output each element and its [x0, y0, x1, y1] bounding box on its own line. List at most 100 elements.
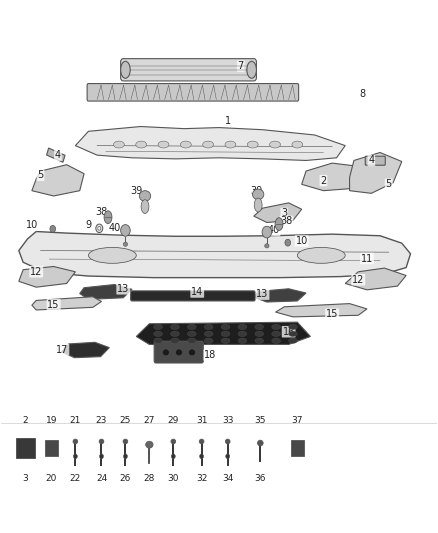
Ellipse shape [238, 324, 247, 329]
Polygon shape [75, 126, 345, 160]
Ellipse shape [88, 247, 136, 263]
Ellipse shape [141, 200, 149, 214]
Ellipse shape [98, 227, 101, 230]
Ellipse shape [285, 239, 290, 246]
Ellipse shape [120, 224, 130, 236]
Text: 33: 33 [222, 416, 233, 424]
Text: 3: 3 [22, 474, 28, 483]
Ellipse shape [73, 439, 78, 444]
Ellipse shape [154, 331, 162, 336]
Ellipse shape [258, 440, 263, 446]
Ellipse shape [255, 331, 264, 336]
Text: 10: 10 [26, 220, 38, 230]
Text: 2: 2 [320, 175, 327, 185]
Text: 37: 37 [292, 416, 303, 424]
Ellipse shape [272, 338, 280, 343]
FancyBboxPatch shape [120, 59, 256, 81]
Ellipse shape [146, 441, 153, 448]
Polygon shape [136, 322, 311, 344]
Ellipse shape [262, 226, 272, 238]
FancyBboxPatch shape [131, 291, 255, 301]
Text: 32: 32 [196, 474, 207, 483]
Ellipse shape [99, 454, 103, 459]
Text: 28: 28 [144, 474, 155, 483]
Ellipse shape [187, 331, 196, 336]
Polygon shape [302, 163, 376, 191]
Text: 31: 31 [196, 416, 207, 424]
Text: 9: 9 [85, 220, 92, 230]
Ellipse shape [275, 217, 283, 230]
Text: 22: 22 [70, 474, 81, 483]
Ellipse shape [255, 338, 264, 343]
Text: 24: 24 [96, 474, 107, 483]
Text: 36: 36 [254, 474, 266, 483]
Ellipse shape [204, 324, 213, 329]
Ellipse shape [272, 324, 280, 329]
Ellipse shape [113, 141, 124, 148]
Text: 38: 38 [95, 207, 108, 217]
Ellipse shape [171, 454, 175, 459]
Ellipse shape [204, 331, 213, 336]
Ellipse shape [253, 189, 264, 200]
FancyBboxPatch shape [365, 156, 385, 165]
Ellipse shape [204, 338, 213, 343]
Polygon shape [254, 203, 302, 222]
Ellipse shape [254, 198, 262, 212]
Text: 12: 12 [352, 274, 364, 285]
Polygon shape [61, 342, 110, 358]
Ellipse shape [170, 331, 179, 336]
Ellipse shape [199, 439, 204, 444]
Polygon shape [276, 304, 367, 317]
Ellipse shape [225, 439, 230, 444]
FancyBboxPatch shape [45, 440, 58, 456]
Text: 20: 20 [46, 474, 57, 483]
Ellipse shape [187, 338, 196, 343]
Ellipse shape [255, 324, 264, 329]
Ellipse shape [292, 141, 303, 148]
Ellipse shape [187, 324, 196, 329]
Text: 15: 15 [326, 309, 338, 319]
Text: 18: 18 [204, 350, 216, 360]
Text: 25: 25 [120, 416, 131, 424]
Text: 27: 27 [144, 416, 155, 424]
Ellipse shape [171, 439, 176, 444]
Ellipse shape [158, 141, 169, 148]
Text: 8: 8 [360, 89, 366, 99]
Text: 16: 16 [283, 327, 295, 337]
Text: 3: 3 [281, 208, 287, 219]
Text: 30: 30 [168, 474, 179, 483]
Ellipse shape [74, 454, 78, 459]
Ellipse shape [188, 349, 195, 356]
Text: 35: 35 [254, 416, 266, 424]
Text: 17: 17 [56, 345, 68, 355]
Polygon shape [46, 148, 65, 162]
Ellipse shape [162, 349, 170, 356]
Text: 38: 38 [280, 216, 293, 227]
Text: 13: 13 [256, 289, 268, 299]
Text: 10: 10 [296, 236, 308, 246]
Text: 21: 21 [70, 416, 81, 424]
Polygon shape [19, 266, 75, 287]
Ellipse shape [289, 331, 297, 336]
Text: 4: 4 [55, 150, 61, 160]
Ellipse shape [123, 439, 128, 444]
Ellipse shape [289, 338, 297, 343]
Ellipse shape [50, 225, 56, 232]
Text: 7: 7 [238, 61, 244, 71]
Ellipse shape [200, 454, 204, 459]
Text: 29: 29 [168, 416, 179, 424]
Ellipse shape [99, 439, 104, 444]
Ellipse shape [226, 454, 230, 459]
Text: 11: 11 [361, 254, 373, 263]
Text: 26: 26 [120, 474, 131, 483]
Ellipse shape [123, 242, 127, 246]
Ellipse shape [104, 211, 112, 223]
Text: 39: 39 [250, 186, 262, 196]
Text: 40: 40 [267, 225, 279, 236]
Ellipse shape [272, 331, 280, 336]
Ellipse shape [247, 141, 258, 148]
Ellipse shape [154, 338, 162, 343]
Ellipse shape [170, 338, 179, 343]
Ellipse shape [238, 338, 247, 343]
FancyBboxPatch shape [291, 440, 304, 456]
